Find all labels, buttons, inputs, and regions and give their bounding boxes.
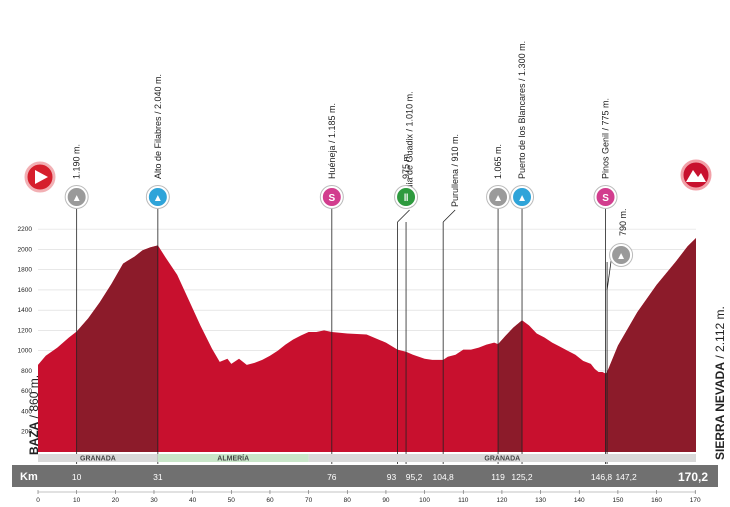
x-tick-label: 150: [612, 497, 623, 504]
x-tick-label: 30: [150, 497, 158, 504]
waypoint-label: Purullena / 910 m.: [450, 134, 460, 207]
finish-label: SIERRA NEVADA / 2.112 m.: [713, 306, 727, 460]
y-tick-label: 2200: [18, 226, 33, 233]
km-bar-mark: 125,2: [511, 472, 533, 482]
climb-zone: [76, 245, 158, 452]
svg-text:▲: ▲: [153, 193, 163, 204]
climb-cat-3-icon: ▲: [64, 185, 89, 209]
waypoint-label: 975 m.: [401, 151, 411, 179]
y-tick-label: 1400: [18, 307, 33, 314]
start-name: BAZA: [27, 421, 41, 455]
x-tick-label: 90: [382, 497, 390, 504]
x-tick-label: 50: [228, 497, 236, 504]
region-label: ALMERÍA: [217, 454, 249, 463]
region-band: GRANADA ALMERÍA GRANADA: [38, 454, 696, 463]
waypoint-label: 790 m.: [618, 208, 628, 236]
svg-text:▲: ▲: [517, 193, 527, 204]
km-bar-mark: 146,8: [591, 472, 613, 482]
x-tick-label: 60: [266, 497, 274, 504]
sprint-icon: S: [319, 185, 344, 209]
waypoint-markers: ▲ 1.190 m. ▲ Alto de Filabres / 2.040 m. S Hu…: [64, 41, 634, 267]
svg-text:S: S: [602, 193, 609, 204]
climb-cat-3-icon: ▲: [609, 243, 634, 267]
km-bar-label: Km: [20, 471, 38, 483]
km-bar-mark: 95,2: [406, 472, 423, 482]
svg-text:▲: ▲: [72, 193, 82, 204]
svg-text:‖: ‖: [404, 193, 409, 204]
climb-cat-2-icon: ▲: [510, 185, 535, 209]
y-tick-label: 800: [21, 368, 32, 375]
finish-icon: [680, 159, 712, 191]
km-bar-total: 170,2: [678, 470, 708, 484]
start-icon: [24, 161, 56, 193]
start-altitude: 860 m.: [27, 375, 41, 412]
y-tick-label: 1000: [18, 348, 33, 355]
y-tick-label: 1200: [18, 327, 33, 334]
y-tick-label: 400: [21, 408, 32, 415]
x-tick-label: 40: [189, 497, 197, 504]
waypoint-label: Huéneja / 1.185 m.: [327, 103, 337, 179]
x-tick-label: 10: [73, 497, 81, 504]
km-bar-mark: 10: [72, 472, 82, 482]
waypoint-label: Pinos Genil / 775 m.: [601, 98, 611, 179]
svg-text:S: S: [328, 193, 335, 204]
waypoint-leaders: [76, 207, 612, 464]
x-tick-label: 170: [690, 497, 701, 504]
svg-text:▲: ▲: [493, 193, 503, 204]
x-tick-label: 100: [419, 497, 430, 504]
y-tick-label: 2000: [18, 246, 33, 253]
start-label: BAZA / 860 m.: [27, 375, 41, 455]
x-tick-label: 20: [112, 497, 120, 504]
x-tick-label: 160: [651, 497, 662, 504]
y-axis-tick-labels: 200 400 600 800 1000 1200 1400 1600 1800 2000 2200: [18, 226, 33, 436]
km-bar: Km 10 31 76 93 95,2 104,8 119 125,2 146,8 147,2 170…: [12, 465, 718, 487]
region-label: GRANADA: [484, 456, 520, 463]
region-segment: [38, 454, 158, 462]
finish-altitude: 2.112 m.: [713, 306, 727, 352]
km-bar-mark: 147,2: [615, 472, 637, 482]
waypoint-label: Alcudia de Guadix / 1.010 m.: [405, 91, 415, 207]
elevation-profile-area: [38, 238, 696, 452]
finish-name: SIERRA NEVADA: [713, 362, 727, 460]
x-tick-label: 140: [574, 497, 585, 504]
x-axis-tick-labels: 0 10 20 30 40 50 60 70 80 90 100 110 120 130 140 150 160…: [36, 490, 701, 504]
y-tick-label: 600: [21, 388, 32, 395]
x-tick-label: 0: [36, 497, 40, 504]
waypoint-label: Alto de Filabres / 2.040 m.: [153, 74, 163, 179]
y-tick-label: 200: [21, 429, 32, 436]
region-segment: [308, 454, 696, 462]
x-tick-label: 110: [458, 497, 469, 504]
svg-text:▲: ▲: [616, 251, 626, 262]
x-tick-label: 130: [535, 497, 546, 504]
climb-zone: [605, 238, 696, 452]
climb-zone: [498, 320, 523, 452]
waypoint-label: 1.065 m.: [493, 144, 503, 179]
km-bar-mark: 93: [387, 472, 397, 482]
km-bar-mark: 76: [327, 472, 337, 482]
y-tick-label: 1800: [18, 267, 33, 274]
km-bar-mark: 119: [491, 472, 505, 482]
feed-zone-icon: ‖: [394, 185, 419, 209]
climb-cat-3-icon: ▲: [486, 185, 511, 209]
km-bar-background: [12, 465, 718, 487]
climb-cat-1-icon: ▲: [145, 185, 170, 209]
waypoint-label: 1.190 m.: [72, 144, 82, 179]
region-segment: [157, 454, 309, 462]
km-bar-mark: 31: [153, 472, 163, 482]
region-label: GRANADA: [80, 456, 116, 463]
km-bar-mark: 104,8: [433, 472, 455, 482]
sprint-icon: S: [593, 185, 618, 209]
waypoint-label: Puerto de los Blancares / 1.300 m.: [517, 41, 527, 179]
y-tick-label: 1600: [18, 287, 33, 294]
x-tick-label: 120: [496, 497, 507, 504]
x-tick-label: 80: [344, 497, 352, 504]
x-tick-label: 70: [305, 497, 313, 504]
